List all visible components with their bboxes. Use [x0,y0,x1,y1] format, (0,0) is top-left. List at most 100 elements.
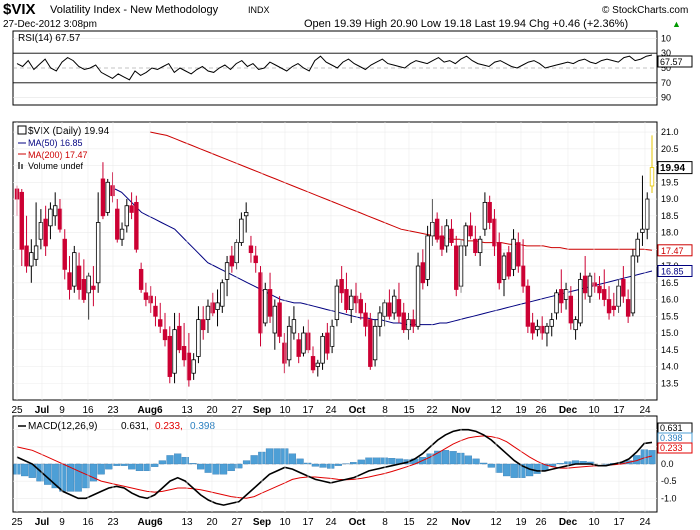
candle-body [224,262,230,280]
candle-body [578,279,583,324]
macd-hist-bar [288,453,297,465]
candle [539,316,545,340]
candle-body [425,235,430,280]
candle-body [52,205,58,217]
candle [420,249,426,290]
candle-body [29,252,34,267]
macd-hist-bar [372,457,381,465]
macd-hist-bar [181,456,189,465]
legend-ma50: MA(50) 16.85 [28,138,83,148]
candle [363,302,368,337]
x-tick-label: Nov [452,517,471,528]
rsi-tick-label: 30 [661,48,671,58]
x-tick-label: 9 [59,405,65,416]
rsi-value-label: 67.57 [660,57,683,67]
candle-body [129,205,134,213]
candle [243,202,249,233]
candle-body [339,279,344,294]
macd-signal-box [657,442,693,454]
price-tick-label: 14.5 [661,345,679,355]
candle-body [621,279,626,297]
x-tick-label: 8 [382,517,388,528]
macd-hist-bar [120,463,128,466]
x-tick-label: 12 [490,405,502,416]
macd-hist-bar [319,463,327,468]
rsi-tick-label: 50 [661,63,671,73]
candle [645,192,650,240]
chart-header: $VIX Volatility Index - New Methodology … [3,1,688,30]
candle [568,286,574,330]
price-tick-label: 13.5 [661,378,679,388]
candle-body [396,299,402,317]
candle [602,269,607,307]
candle [353,282,359,313]
price-panel: 21.020.520.019.519.018.518.017.517.016.5… [12,121,693,401]
candle [621,266,626,303]
candle [630,249,636,317]
macd-hist-bar [487,463,495,468]
macd-hist-bar [434,450,442,465]
macd-hist-bar [350,462,358,465]
macd-value-tags: 0.631 0.398 0.233 [657,422,693,454]
x-tick-label: 17 [613,517,625,528]
candle [616,279,621,313]
x-tick-label: 24 [639,517,651,528]
candle [649,135,655,194]
macd-line [16,428,653,506]
candle-body [172,329,177,374]
candle-body [497,242,502,284]
candle-body [525,285,531,327]
candle [334,279,340,327]
macd-value-label: 0.631 [660,423,683,433]
candle [196,306,201,364]
candle [325,322,330,360]
macd-signal-line [16,435,653,499]
candle [129,192,134,220]
candle [358,292,363,320]
candle [640,175,645,246]
macd-hist-bar [388,458,396,465]
macd-hist-bar [135,463,144,472]
candle-body [91,285,96,290]
macd-hist-bar [334,463,342,466]
candle-body [253,255,258,264]
candle-body [48,208,53,227]
candle-body [272,305,278,334]
candle [162,312,168,347]
candle-body [563,289,569,300]
macd-hist-bar [472,458,480,465]
macd-hist-bar [449,451,457,465]
ma200-tag: 17.47 [657,244,693,257]
candle-body [124,205,130,227]
candle-body [406,319,411,331]
x-tick-label: Aug6 [138,517,163,528]
x-tick-label: 16 [82,517,94,528]
macd-hist-bar [296,458,304,465]
candle [52,192,58,226]
macd-hist-bar [380,457,388,465]
candle [158,302,163,334]
candle [525,279,531,334]
candle [201,306,206,340]
price-tick-label: 21.0 [661,127,679,137]
candle [205,299,211,334]
x-tick-label: 23 [107,405,119,416]
candle [110,172,115,203]
x-tick-label: 13 [181,517,193,528]
macd-hist-bar [66,463,75,492]
candle [167,326,172,384]
watermark: © StockCharts.com [602,5,688,16]
candle-body [645,198,650,230]
macd-hist-bar [197,463,205,470]
candle-body [592,282,597,287]
candle-body [377,312,383,327]
candle-body [535,325,540,331]
candle-body [606,299,612,314]
candle [224,255,230,297]
candle [134,195,139,253]
candle [181,322,187,367]
candle-body [282,342,287,364]
candle [210,292,215,317]
x-tick-label: Dec [559,405,578,416]
candle-body [411,319,416,327]
